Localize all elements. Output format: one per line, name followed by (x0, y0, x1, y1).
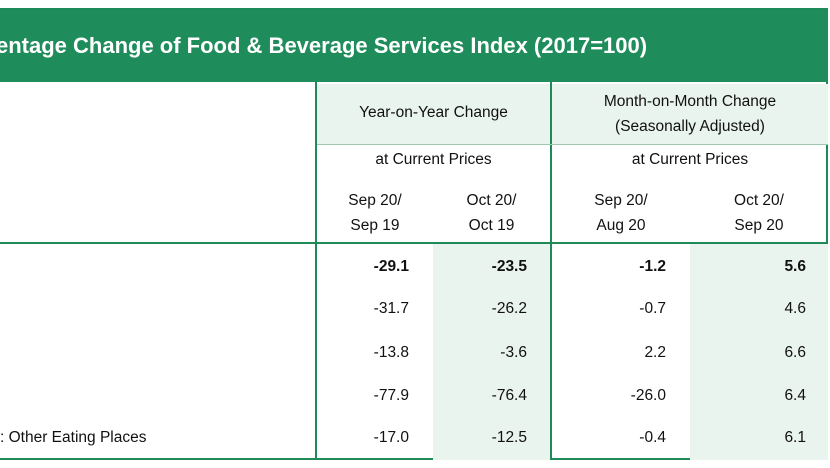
table-title: entage Change of Food & Beverage Service… (0, 33, 648, 58)
cell-value: -12.5 (491, 429, 527, 446)
cell-value: 6.1 (784, 429, 806, 446)
cell-value: -26.0 (630, 387, 666, 404)
divider-header-sub (317, 144, 828, 145)
divider-yoy-mom (550, 82, 552, 460)
cell-value: 6.4 (784, 387, 806, 404)
cell-value: 6.6 (784, 344, 806, 361)
col-header-1-line2: Sep 19 (350, 217, 400, 234)
col-header-4-line2: Sep 20 (734, 217, 784, 234)
table-title-bar: entage Change of Food & Beverage Service… (0, 10, 828, 82)
cell-value: -17.0 (373, 429, 409, 446)
cell-value: -1.2 (639, 258, 666, 275)
mom-header-shade (552, 84, 828, 144)
cell-value: 4.6 (784, 300, 806, 317)
cell-value: -29.1 (373, 258, 409, 275)
col2-shade (433, 244, 550, 460)
col-header-2-line2: Oct 19 (468, 217, 515, 234)
yoy-header-shade (317, 84, 550, 144)
cell-value: -77.9 (373, 387, 409, 404)
col-header-3-line2: Aug 20 (596, 217, 646, 234)
row-label: : Other Eating Places (0, 429, 147, 446)
col-header-3-line1: Sep 20/ (594, 192, 648, 209)
col-header-2-line1: Oct 20/ (466, 192, 517, 209)
mom-header-line1: Month-on-Month Change (603, 93, 777, 110)
table-frame (0, 8, 828, 460)
col-header-4-line1: Oct 20/ (734, 192, 784, 209)
yoy-header: Year-on-Year Change (359, 104, 508, 121)
col-header-1-line1: Sep 20/ (348, 192, 402, 209)
cell-value: -76.4 (491, 387, 527, 404)
mom-header-line2: (Seasonally Adjusted) (615, 118, 765, 135)
cell-value: 2.2 (644, 344, 666, 361)
cell-value: -13.8 (373, 344, 409, 361)
cell-value: -26.2 (491, 300, 527, 317)
cell-value: -0.4 (639, 429, 666, 446)
col4-shade (690, 244, 828, 460)
divider-label-yoy (315, 82, 317, 460)
divider-header-body (0, 242, 828, 244)
cell-value: 5.6 (784, 258, 806, 275)
yoy-current-prices: at Current Prices (375, 151, 492, 168)
cell-value: -23.5 (491, 258, 527, 275)
mom-current-prices: at Current Prices (631, 151, 749, 168)
cell-value: -31.7 (373, 300, 409, 317)
cell-value: -3.6 (500, 344, 527, 361)
cell-value: -0.7 (639, 300, 666, 317)
